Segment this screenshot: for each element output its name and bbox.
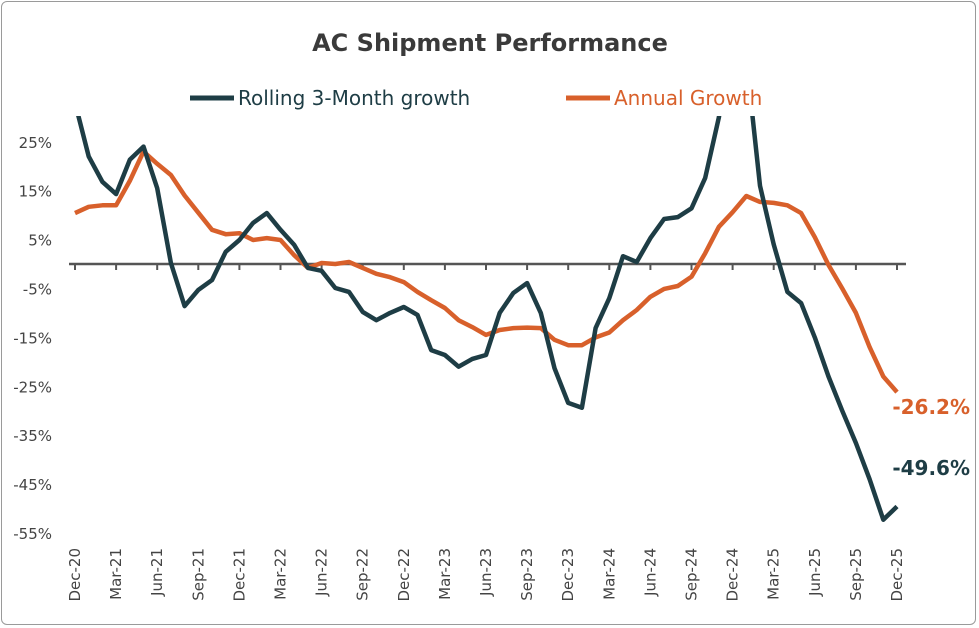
x-tick-label: Sep-25 (847, 548, 865, 601)
x-tick-label: Dec-22 (395, 548, 413, 602)
x-tick-label: Dec-20 (66, 548, 84, 602)
y-tick-label: 15% (19, 183, 52, 201)
y-axis: 25% 15% 5% -5% -15% -25% -35% -45% -55% (13, 134, 52, 543)
x-tick-label: Mar-25 (765, 548, 783, 600)
x-tick-label: Jun-25 (806, 548, 824, 597)
y-tick-label: -35% (13, 427, 52, 445)
x-tick-label: Jun-23 (477, 548, 495, 597)
x-axis: Dec-20 Mar-21 Jun-21 Sep-21 Dec-21 Mar-22 Jun-… (66, 262, 906, 602)
x-tick-label: Mar-24 (600, 548, 618, 600)
legend-label-annual: Annual Growth (614, 86, 762, 110)
x-tick-label: Mar-22 (272, 548, 290, 600)
chart-title: AC Shipment Performance (312, 29, 668, 57)
y-tick-label: -5% (23, 280, 52, 298)
x-tick-label: Dec-24 (724, 548, 742, 602)
series-line-rolling-3-month (76, 116, 899, 522)
x-tick-label: Mar-23 (436, 548, 454, 600)
x-tick-label: Dec-21 (230, 548, 248, 602)
x-tick-label: Jun-21 (148, 548, 166, 597)
x-tick-label: Jun-22 (313, 548, 331, 597)
legend: Rolling 3-Month growth Annual Growth (190, 86, 762, 110)
y-tick-label: -55% (13, 525, 52, 543)
y-tick-label: -45% (13, 476, 52, 494)
legend-label-rolling: Rolling 3-Month growth (238, 86, 470, 110)
end-label-annual: -26.2% (892, 395, 970, 419)
x-tick-label: Dec-23 (559, 548, 577, 602)
y-tick-label: -15% (13, 329, 52, 347)
y-tick-label: 5% (28, 232, 52, 250)
y-tick-label: -25% (13, 378, 52, 396)
x-tick-label: Sep-24 (683, 548, 701, 601)
x-tick-label: Sep-22 (354, 548, 372, 601)
x-tick-label: Mar-21 (107, 548, 125, 600)
x-tick-label: Jun-24 (641, 548, 659, 597)
x-tick-label: Sep-21 (189, 548, 207, 601)
end-label-rolling: -49.6% (892, 456, 970, 480)
x-tick-label: Dec-25 (888, 548, 906, 602)
y-tick-label: 25% (19, 134, 52, 152)
x-tick-label: Sep-23 (518, 548, 536, 601)
